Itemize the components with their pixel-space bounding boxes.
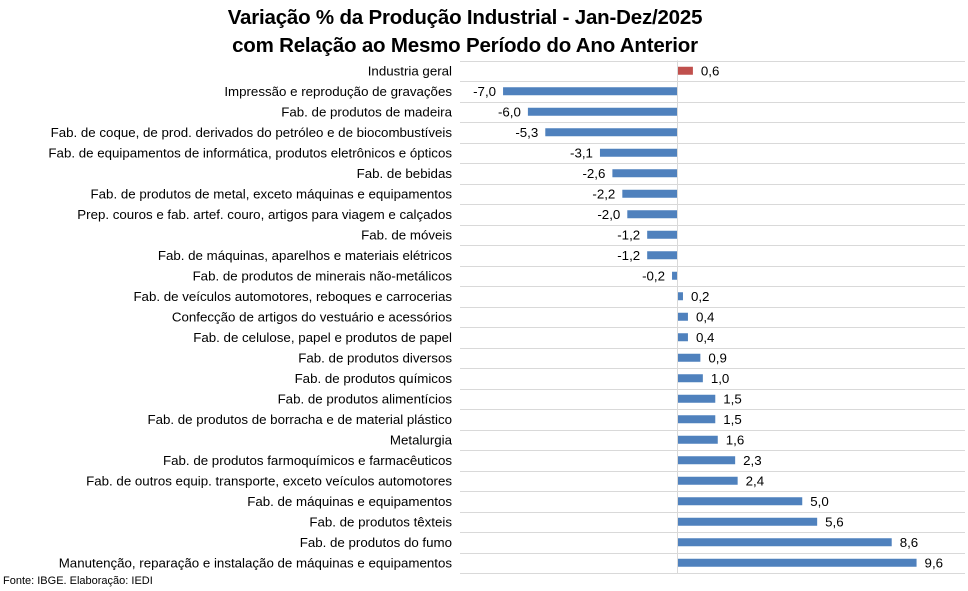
category-label: Fab. de produtos químicos bbox=[295, 371, 453, 386]
bar bbox=[545, 128, 677, 137]
value-label: 1,5 bbox=[723, 412, 742, 427]
category-labels: Industria geral Impressão e reprodução de… bbox=[48, 63, 452, 570]
value-label: -1,2 bbox=[617, 248, 640, 263]
bar bbox=[599, 148, 677, 157]
value-label: 2,4 bbox=[746, 473, 765, 488]
value-label: -5,3 bbox=[515, 125, 538, 140]
value-label: 0,9 bbox=[708, 350, 727, 365]
category-label: Fab. de produtos têxteis bbox=[309, 514, 452, 529]
bar bbox=[678, 517, 818, 526]
category-label: Fab. de máquinas, aparelhos e materiais … bbox=[158, 248, 453, 263]
value-label: 1,5 bbox=[723, 391, 742, 406]
category-label: Fab. de produtos diversos bbox=[298, 350, 452, 365]
value-label: 1,0 bbox=[711, 371, 730, 386]
value-label: -6,0 bbox=[498, 104, 521, 119]
value-label: -2,0 bbox=[597, 207, 620, 222]
bar bbox=[678, 538, 892, 547]
category-label: Fab. de produtos farmoquímicos e farmacê… bbox=[163, 453, 452, 468]
category-label: Fab. de equipamentos de informática, pro… bbox=[48, 145, 452, 160]
value-label: 0,2 bbox=[691, 289, 710, 304]
value-labels: 0,6-7,0-6,0-5,3-3,1-2,6-2,2-2,0-1,2-1,2-… bbox=[473, 63, 943, 570]
bar bbox=[678, 333, 688, 342]
value-label: 9,6 bbox=[925, 555, 944, 570]
category-label: Manutenção, reparação e instalação de má… bbox=[59, 555, 453, 570]
category-label: Fab. de produtos do fumo bbox=[300, 535, 452, 550]
bar bbox=[612, 169, 677, 178]
value-label: 2,3 bbox=[743, 453, 762, 468]
value-label: 5,6 bbox=[825, 514, 844, 529]
bar bbox=[647, 230, 677, 239]
category-label: Fab. de máquinas e equipamentos bbox=[247, 494, 452, 509]
bars bbox=[503, 66, 917, 567]
bar bbox=[678, 415, 716, 424]
category-label: Fab. de celulose, papel e produtos de pa… bbox=[193, 330, 452, 345]
value-label: -7,0 bbox=[473, 84, 496, 99]
category-label: Fab. de produtos de madeira bbox=[281, 104, 452, 119]
chart-title: Variação % da Produção Industrial - Jan-… bbox=[227, 6, 703, 29]
bar bbox=[678, 66, 693, 75]
category-label: Prep. couros e fab. artef. couro, artigo… bbox=[77, 207, 452, 222]
value-label: 0,4 bbox=[696, 330, 715, 345]
value-label: 8,6 bbox=[900, 535, 919, 550]
value-label: 0,6 bbox=[701, 63, 720, 78]
value-label: -2,6 bbox=[582, 166, 605, 181]
value-label: -0,2 bbox=[642, 268, 665, 283]
bar bbox=[678, 353, 701, 362]
bar bbox=[678, 497, 803, 506]
bar bbox=[678, 435, 718, 444]
category-label: Fab. de produtos de borracha e de materi… bbox=[147, 412, 452, 427]
bar bbox=[672, 271, 677, 280]
value-label: -1,2 bbox=[617, 227, 640, 242]
bar bbox=[678, 292, 683, 301]
category-label: Fab. de produtos de minerais não-metálic… bbox=[193, 268, 453, 283]
chart-subtitle: com Relação ao Mesmo Período do Ano Ante… bbox=[232, 34, 698, 57]
category-label: Fab. de coque, de prod. derivados do pet… bbox=[51, 125, 453, 140]
bar bbox=[678, 312, 688, 321]
value-label: 1,6 bbox=[726, 432, 745, 447]
bar bbox=[647, 251, 677, 260]
value-label: 5,0 bbox=[810, 494, 829, 509]
category-label: Metalurgia bbox=[390, 432, 453, 447]
bar bbox=[678, 394, 716, 403]
category-label: Fab. de móveis bbox=[361, 227, 452, 242]
category-label: Impressão e reprodução de gravações bbox=[224, 84, 452, 99]
bar bbox=[678, 476, 738, 485]
bar bbox=[622, 189, 677, 198]
category-label: Fab. de produtos de metal, exceto máquin… bbox=[91, 186, 453, 201]
bar bbox=[678, 374, 703, 383]
category-label: Confecção de artigos do vestuário e aces… bbox=[172, 309, 452, 324]
gridlines bbox=[460, 61, 965, 574]
category-label: Fab. de produtos alimentícios bbox=[278, 391, 453, 406]
value-label: -2,2 bbox=[592, 186, 615, 201]
bar bbox=[627, 210, 677, 219]
category-label: Fab. de outros equip. transporte, exceto… bbox=[86, 473, 452, 488]
bar bbox=[678, 558, 917, 567]
source-note: Fonte: IBGE. Elaboração: IEDI bbox=[3, 575, 153, 587]
category-label: Fab. de veículos automotores, reboques e… bbox=[133, 289, 452, 304]
category-label: Industria geral bbox=[368, 63, 452, 78]
bar bbox=[503, 87, 677, 96]
bar bbox=[527, 107, 677, 116]
value-label: 0,4 bbox=[696, 309, 715, 324]
value-label: -3,1 bbox=[570, 145, 593, 160]
category-label: Fab. de bebidas bbox=[357, 166, 453, 181]
bar bbox=[678, 456, 736, 465]
